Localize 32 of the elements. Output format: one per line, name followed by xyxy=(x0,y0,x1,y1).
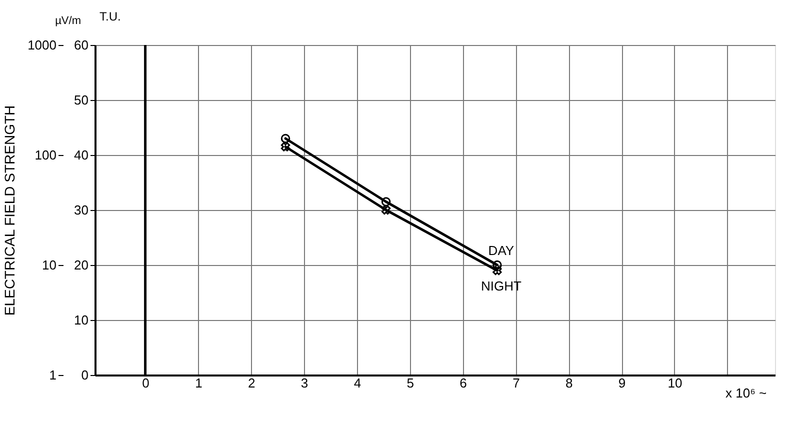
x-tick-label: 8 xyxy=(566,376,573,390)
y2-tick-label: 100 xyxy=(34,148,56,162)
y-tick-label: 10 xyxy=(74,312,88,328)
x-tick-label: 3 xyxy=(300,376,308,390)
y-tick-label: 30 xyxy=(74,202,88,218)
x-tick-label: 10 xyxy=(668,376,682,390)
y2-tick-label: 10 xyxy=(42,258,56,272)
y-tick-label: 40 xyxy=(74,148,88,162)
x-tick-label: 4 xyxy=(354,376,362,390)
x-tick-label: 7 xyxy=(512,376,520,390)
y-tick-label: 50 xyxy=(74,92,88,108)
point xyxy=(492,260,502,270)
point xyxy=(280,142,290,152)
x-tick-label: 9 xyxy=(618,376,626,390)
y2-tick-label: 1000 xyxy=(28,38,56,52)
x-tick-label: 2 xyxy=(248,376,256,390)
y-axis-title: T.U. xyxy=(100,10,121,24)
point xyxy=(381,205,391,215)
series-label: DAY xyxy=(488,243,514,258)
x-tick-label: 6 xyxy=(460,376,467,390)
y2-axis-title: ELECTRICAL FIELD STRENGTH xyxy=(2,105,18,316)
y-tick-label: 20 xyxy=(74,258,88,272)
x-tick-label: 5 xyxy=(406,376,414,390)
point xyxy=(381,197,391,206)
text: µV/m xyxy=(55,15,81,27)
x-tick-label: 0 xyxy=(142,376,150,390)
point xyxy=(492,266,502,276)
x-tick-label: 1 xyxy=(195,376,202,390)
point xyxy=(280,134,290,144)
series-label: NIGHT xyxy=(480,278,522,294)
x-axis-title: x 10⁶ ~ xyxy=(726,386,768,400)
y-tick-label: 60 xyxy=(74,38,88,52)
